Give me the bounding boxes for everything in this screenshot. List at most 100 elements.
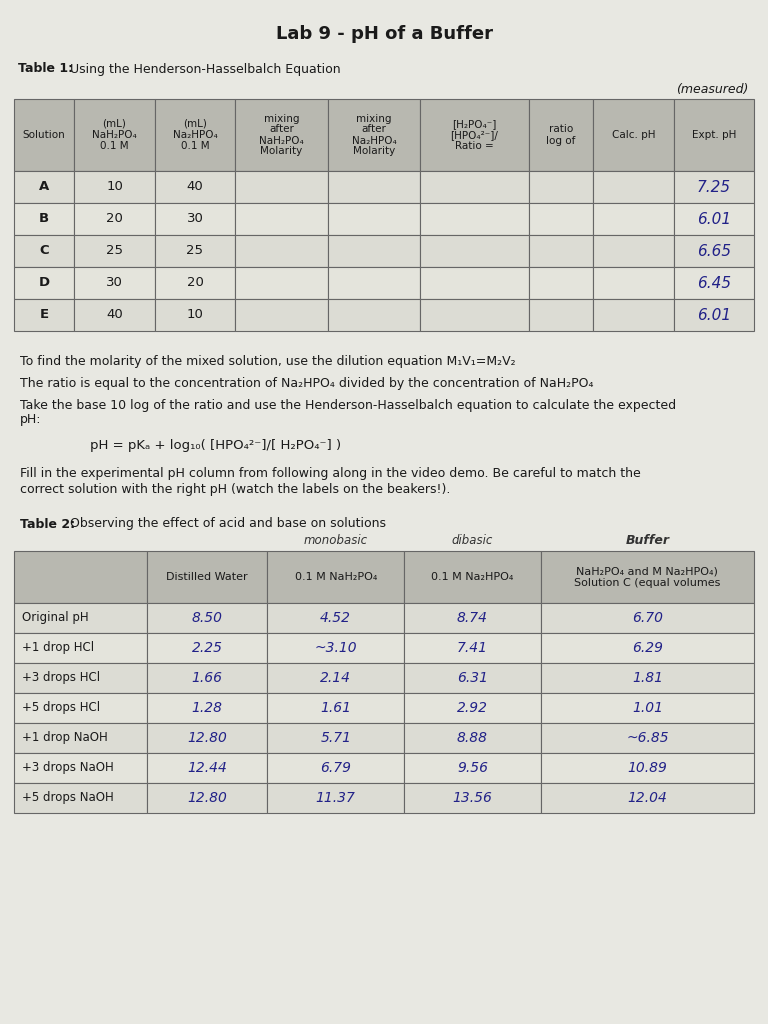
Text: 30: 30: [106, 276, 123, 290]
Bar: [235, 203, 328, 234]
Text: 2.92: 2.92: [457, 701, 488, 715]
Text: log of: log of: [546, 135, 576, 145]
Bar: [74, 267, 155, 299]
Bar: [541, 633, 754, 663]
Text: 8.50: 8.50: [191, 611, 223, 625]
Text: 6.01: 6.01: [697, 307, 731, 323]
Bar: [541, 603, 754, 633]
Bar: [328, 171, 420, 203]
Text: 40: 40: [187, 180, 204, 194]
Text: Lab 9 - pH of a Buffer: Lab 9 - pH of a Buffer: [276, 25, 492, 43]
Text: Using the Henderson-Hasselbalch Equation: Using the Henderson-Hasselbalch Equation: [66, 62, 341, 76]
Bar: [147, 723, 267, 753]
Bar: [593, 299, 674, 331]
Text: Distilled Water: Distilled Water: [166, 572, 248, 582]
Text: Table 1:: Table 1:: [18, 62, 73, 76]
Bar: [235, 234, 328, 267]
Text: 10: 10: [187, 308, 204, 322]
Bar: [267, 633, 404, 663]
Text: 6.01: 6.01: [697, 212, 731, 226]
Text: 7.25: 7.25: [697, 179, 731, 195]
Text: 8.74: 8.74: [457, 611, 488, 625]
Text: 30: 30: [187, 213, 204, 225]
Bar: [541, 551, 754, 603]
Bar: [14, 99, 74, 171]
Bar: [147, 603, 267, 633]
Text: after: after: [269, 125, 294, 134]
Bar: [74, 99, 155, 171]
Text: mixing: mixing: [263, 114, 300, 124]
Text: pH = pKₐ + log₁₀( [HPO₄²⁻]/[ H₂PO₄⁻] ): pH = pKₐ + log₁₀( [HPO₄²⁻]/[ H₂PO₄⁻] ): [90, 439, 341, 453]
Bar: [14, 723, 147, 753]
Text: Observing the effect of acid and base on solutions: Observing the effect of acid and base on…: [66, 517, 386, 530]
Text: Table 2:: Table 2:: [20, 517, 75, 530]
Bar: [328, 299, 420, 331]
Bar: [267, 753, 404, 783]
Bar: [541, 723, 754, 753]
Bar: [267, 693, 404, 723]
Bar: [14, 171, 74, 203]
Bar: [14, 203, 74, 234]
Text: Molarity: Molarity: [353, 146, 395, 157]
Text: 6.45: 6.45: [697, 275, 731, 291]
Text: B: B: [39, 213, 49, 225]
Bar: [529, 299, 593, 331]
Text: NaH₂PO₄: NaH₂PO₄: [92, 130, 137, 140]
Bar: [420, 267, 529, 299]
Bar: [235, 171, 328, 203]
Text: 0.1 M NaH₂PO₄: 0.1 M NaH₂PO₄: [295, 572, 377, 582]
Bar: [404, 783, 541, 813]
Bar: [267, 663, 404, 693]
Bar: [14, 753, 147, 783]
Bar: [674, 234, 754, 267]
Text: A: A: [39, 180, 49, 194]
Text: +5 drops HCl: +5 drops HCl: [22, 701, 100, 715]
Bar: [155, 99, 235, 171]
Bar: [529, 99, 593, 171]
Text: 40: 40: [106, 308, 123, 322]
Text: Ratio =: Ratio =: [455, 141, 494, 151]
Text: Solution: Solution: [23, 130, 65, 140]
Text: after: after: [362, 125, 386, 134]
Text: 0.1 M Na₂HPO₄: 0.1 M Na₂HPO₄: [432, 572, 514, 582]
Bar: [14, 299, 74, 331]
Text: monobasic: monobasic: [303, 535, 368, 548]
Bar: [328, 234, 420, 267]
Bar: [420, 99, 529, 171]
Bar: [14, 663, 147, 693]
Bar: [420, 299, 529, 331]
Text: Fill in the experimental pH column from following along in the video demo. Be ca: Fill in the experimental pH column from …: [20, 468, 641, 480]
Text: 20: 20: [106, 213, 123, 225]
Bar: [404, 753, 541, 783]
Bar: [420, 203, 529, 234]
Bar: [14, 693, 147, 723]
Text: NaH₂PO₄ and M Na₂HPO₄): NaH₂PO₄ and M Na₂HPO₄): [577, 566, 718, 575]
Bar: [74, 203, 155, 234]
Bar: [674, 203, 754, 234]
Bar: [147, 633, 267, 663]
Text: 2.25: 2.25: [191, 641, 223, 655]
Bar: [267, 783, 404, 813]
Bar: [328, 267, 420, 299]
Text: 9.56: 9.56: [457, 761, 488, 775]
Bar: [529, 234, 593, 267]
Text: 1.66: 1.66: [191, 671, 223, 685]
Bar: [235, 299, 328, 331]
Bar: [593, 171, 674, 203]
Text: 6.31: 6.31: [457, 671, 488, 685]
Text: Molarity: Molarity: [260, 146, 303, 157]
Text: 1.28: 1.28: [191, 701, 223, 715]
Text: D: D: [38, 276, 50, 290]
Bar: [147, 753, 267, 783]
Bar: [541, 663, 754, 693]
Bar: [74, 234, 155, 267]
Bar: [420, 234, 529, 267]
Bar: [235, 99, 328, 171]
Text: 11.37: 11.37: [316, 791, 356, 805]
Bar: [404, 633, 541, 663]
Bar: [674, 171, 754, 203]
Text: To find the molarity of the mixed solution, use the dilution equation M₁V₁=M₂V₂: To find the molarity of the mixed soluti…: [20, 354, 515, 368]
Bar: [674, 267, 754, 299]
Bar: [267, 723, 404, 753]
Text: 25: 25: [106, 245, 123, 257]
